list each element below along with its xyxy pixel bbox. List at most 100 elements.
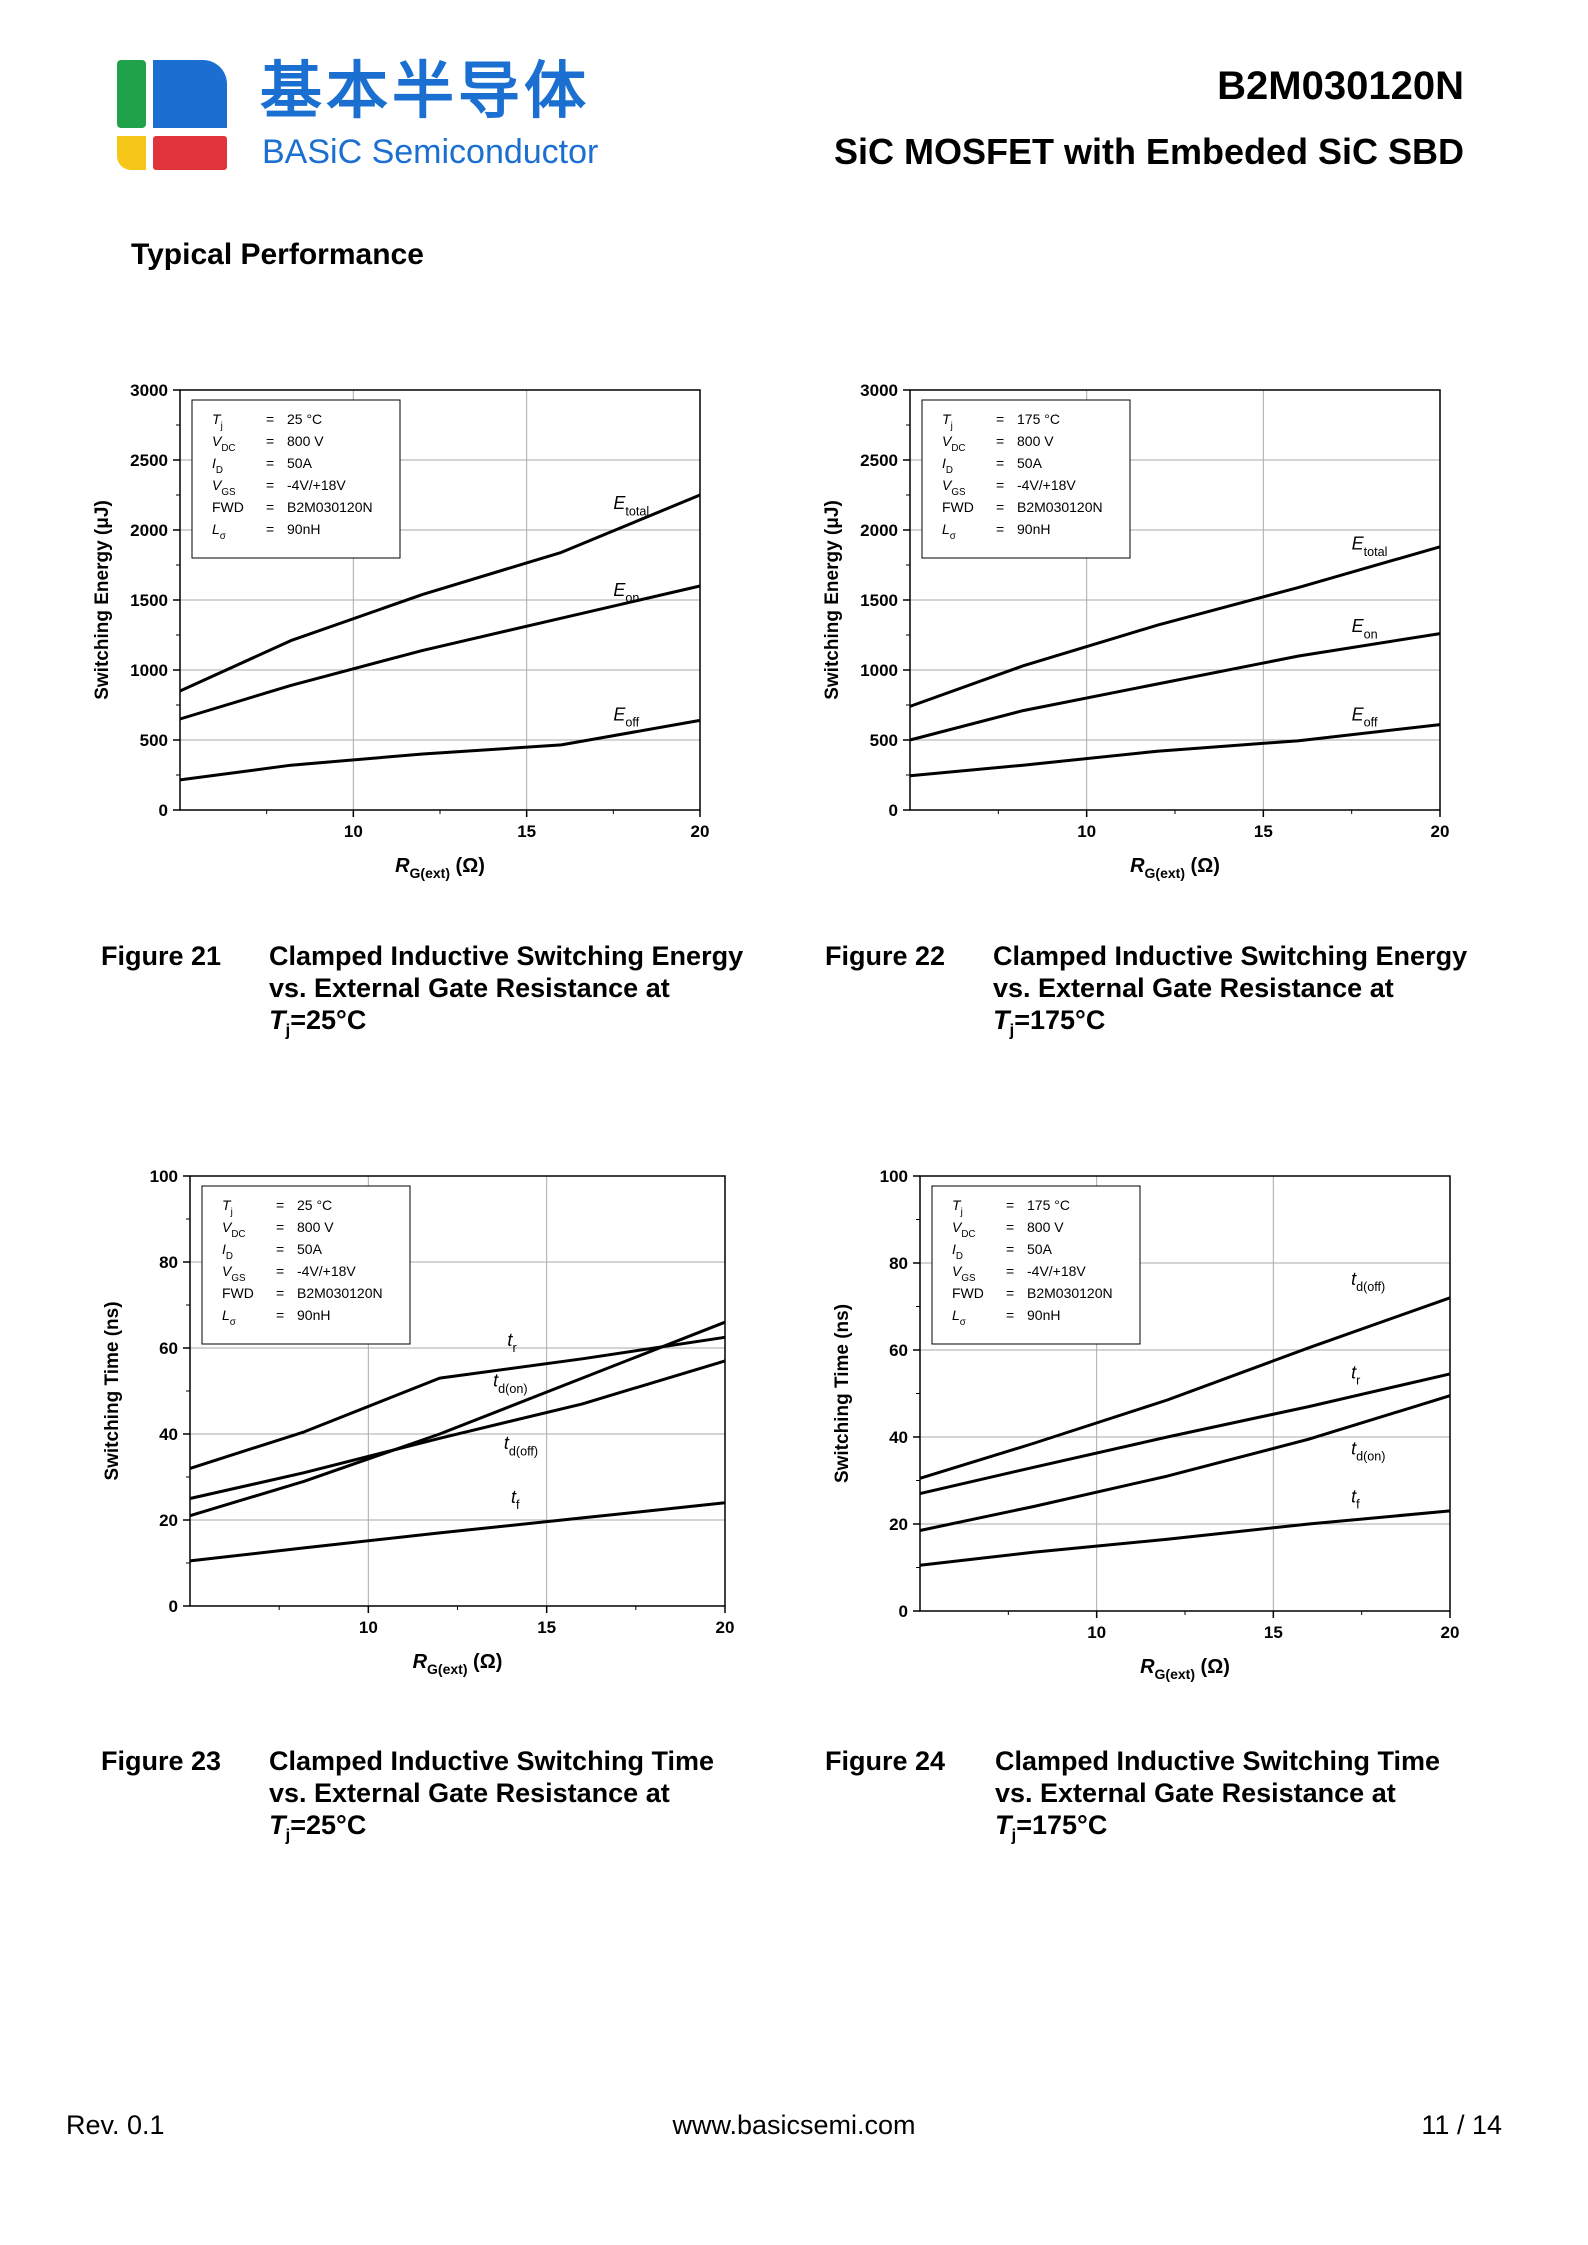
series-line-Etotal [179,493,701,693]
x-axis-label: RG(ext) (Ω) [1140,1656,1230,1682]
series-label: Eoff [613,704,639,729]
y-tick-label: 60 [159,1339,178,1358]
series-line-tdoff [189,1359,726,1500]
condition-value: -4V/+18V [297,1263,356,1279]
condition-equals: = [996,477,1004,493]
condition-equals: = [1006,1197,1014,1213]
x-tick-label: 15 [517,822,536,841]
series-line-Eoff [909,723,1441,778]
condition-value: 90nH [287,521,320,537]
condition-value: B2M030120N [297,1285,383,1301]
series-line-Eoff [179,718,701,782]
chart-fig24: 0 20 40 60 80 100 10 15 20 Switching Time (ns) RG(… [832,1167,1459,1682]
series-label: td(off) [504,1433,538,1458]
y-axis-label: Switching Time (ns) [832,1304,853,1483]
condition-value: 800 V [1027,1219,1064,1235]
y-tick-label: 1500 [130,591,168,610]
figure-number: Figure 24 [825,1746,946,1776]
condition-equals: = [266,433,274,449]
part-number: B2M030120N [1217,64,1464,108]
condition-symbol: Lσ [222,1307,236,1328]
condition-symbol: Tj [222,1197,233,1218]
x-tick-label: 20 [691,822,710,841]
condition-equals: = [1006,1241,1014,1257]
series-line-tdon [919,1394,1451,1532]
x-tick-label: 20 [716,1618,735,1637]
caption-line: vs. External Gate Resistance at [269,973,670,1003]
condition-symbol: ID [942,455,953,476]
condition-symbol: VGS [212,477,236,498]
condition-symbol: Lσ [212,521,226,542]
condition-value: 25 °C [287,411,322,427]
condition-symbol: ID [212,455,223,476]
x-tick-label: 15 [537,1618,556,1637]
condition-symbol: FWD [952,1285,984,1301]
condition-symbol: Tj [942,411,953,432]
series-line-Eon [179,584,701,721]
y-axis-label: Switching Time (ns) [102,1301,123,1480]
caption-line: vs. External Gate Resistance at [995,1778,1396,1808]
condition-value: 90nH [1017,521,1050,537]
footer-page-number: 11 / 14 [1421,2110,1502,2140]
condition-value: -4V/+18V [1027,1263,1086,1279]
condition-equals: = [996,499,1004,515]
series-line-tdon [189,1320,726,1518]
y-tick-label: 3000 [860,381,898,400]
company-logo [117,60,227,170]
figure-number: Figure 23 [101,1746,222,1776]
y-tick-label: 2000 [130,521,168,540]
x-axis-label: RG(ext) (Ω) [395,855,485,881]
y-tick-label: 2000 [860,521,898,540]
caption-line: Clamped Inductive Switching Energy [993,941,1468,971]
condition-value: B2M030120N [287,499,373,515]
caption-line: Tj=25°C [269,1005,367,1040]
series-label: tr [1351,1362,1360,1387]
caption-line: Tj=175°C [993,1005,1106,1040]
y-tick-label: 1000 [130,661,168,680]
footer-revision: Rev. 0.1 [66,2110,165,2140]
y-tick-label: 3000 [130,381,168,400]
condition-equals: = [266,455,274,471]
condition-symbol: ID [222,1241,233,1262]
condition-symbol: VGS [942,477,966,498]
condition-value: 50A [1017,455,1043,471]
y-tick-label: 500 [140,731,168,750]
condition-value: 90nH [297,1307,330,1323]
chart-fig21: 0 500 1000 1500 2000 2500 3000 10 15 20 Switching … [92,381,710,881]
y-tick-label: 2500 [130,451,168,470]
y-tick-label: 0 [889,801,898,820]
conditions-box [921,399,1131,559]
condition-equals: = [266,521,274,537]
condition-value: B2M030120N [1027,1285,1113,1301]
series-label: tf [511,1487,520,1512]
series-line-tf [919,1509,1451,1567]
condition-value: 25 °C [297,1197,332,1213]
x-axis-label: RG(ext) (Ω) [413,1651,503,1677]
series-label: Eoff [1352,704,1378,729]
series-line-tdoff [919,1296,1451,1480]
condition-symbol: ID [952,1241,963,1262]
series-label: td(off) [1351,1269,1385,1294]
condition-value: 175 °C [1017,411,1060,427]
conditions-box [201,1185,411,1345]
series-line-tr [919,1372,1451,1496]
condition-value: 50A [1027,1241,1053,1257]
condition-value: -4V/+18V [287,477,346,493]
condition-equals: = [276,1307,284,1323]
condition-equals: = [996,411,1004,427]
condition-equals: = [996,455,1004,471]
x-tick-label: 10 [359,1618,378,1637]
condition-equals: = [996,433,1004,449]
y-axis-label: Switching Energy (μJ) [92,500,113,700]
y-tick-label: 20 [889,1515,908,1534]
y-tick-label: 40 [159,1425,178,1444]
condition-symbol: FWD [222,1285,254,1301]
condition-symbol: Lσ [942,521,956,542]
conditions-box [191,399,401,559]
caption-line: vs. External Gate Resistance at [993,973,1394,1003]
condition-value: B2M030120N [1017,499,1103,515]
condition-value: -4V/+18V [1017,477,1076,493]
series-line-tr [189,1335,726,1470]
condition-symbol: VGS [952,1263,976,1284]
y-tick-label: 1000 [860,661,898,680]
